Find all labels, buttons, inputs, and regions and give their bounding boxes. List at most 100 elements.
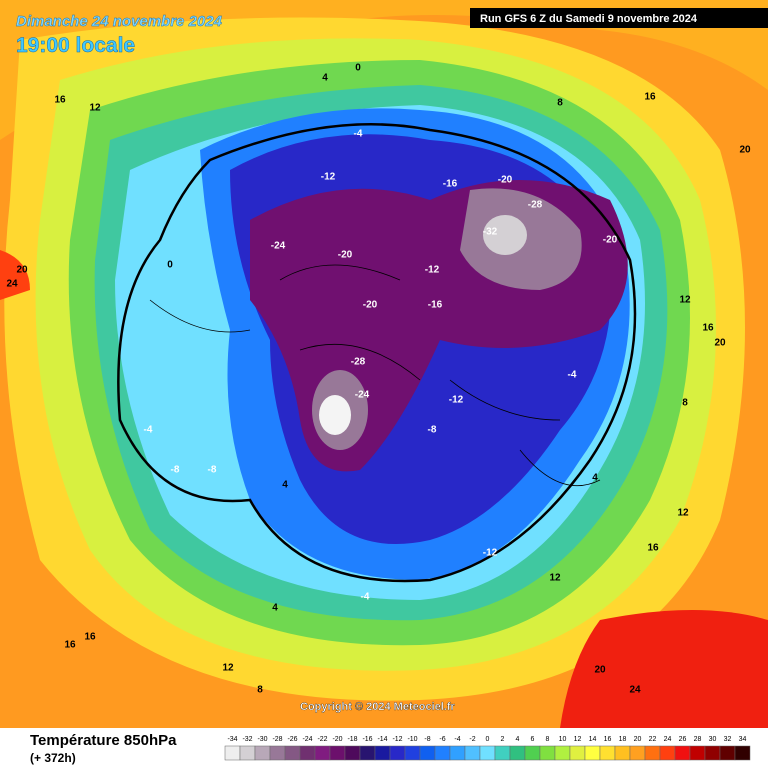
scale-label: -2 xyxy=(469,736,475,743)
scale-swatch xyxy=(614,745,631,761)
scale-swatch xyxy=(449,745,466,761)
scale-label: -28 xyxy=(272,736,282,743)
scale-label: 18 xyxy=(619,736,627,743)
scale-swatch xyxy=(224,745,241,761)
scale-label: -6 xyxy=(439,736,445,743)
scale-swatch xyxy=(329,745,346,761)
map-label: -4 xyxy=(354,129,363,140)
scale-swatch xyxy=(689,745,706,761)
map-label: -8 xyxy=(171,465,180,476)
scale-swatch xyxy=(644,745,661,761)
copyright: Copyright © 2024 Meteociel.fr xyxy=(300,701,456,713)
map-label: 8 xyxy=(257,685,263,696)
scale-label: -22 xyxy=(317,736,327,743)
scale-label: -8 xyxy=(424,736,430,743)
coastline xyxy=(149,264,601,487)
map-label: 16 xyxy=(644,92,656,103)
scale-label: 6 xyxy=(531,736,535,743)
scale-label: -32 xyxy=(242,736,252,743)
scale-swatch xyxy=(479,745,496,761)
map-label: 12 xyxy=(549,573,561,584)
scale-label: -16 xyxy=(362,736,372,743)
date: Dimanche 24 novembre 2024 xyxy=(16,13,223,30)
scale-swatch xyxy=(359,745,376,761)
map-label: 20 xyxy=(594,665,606,676)
map-label: 12 xyxy=(222,663,234,674)
scale-label: 30 xyxy=(709,736,717,743)
scale-swatch xyxy=(419,745,436,761)
map-label: -32 xyxy=(483,227,498,238)
scale-label: 2 xyxy=(501,736,505,743)
map-label: 4 xyxy=(592,473,598,484)
map-label: -12 xyxy=(449,395,464,406)
scale-swatch xyxy=(539,745,556,761)
map-label: -20 xyxy=(603,235,618,246)
scale-swatch xyxy=(374,745,391,761)
time: 19:00 locale xyxy=(16,34,135,57)
map-label: -20 xyxy=(498,175,513,186)
map-label: 8 xyxy=(682,398,688,409)
map-label: 16 xyxy=(64,640,76,651)
footer-lead: (+ 372h) xyxy=(30,751,76,765)
scale-label: -30 xyxy=(257,736,267,743)
band xyxy=(319,395,351,435)
scale-swatch xyxy=(569,745,586,761)
map-label: 12 xyxy=(677,508,689,519)
map-label: 20 xyxy=(739,145,751,156)
map-label: -4 xyxy=(361,592,370,603)
map-label: -4 xyxy=(144,425,153,436)
run-box xyxy=(470,8,768,28)
scale-swatch xyxy=(239,745,256,761)
scale-label: 8 xyxy=(546,736,550,743)
map-label: 4 xyxy=(282,480,288,491)
map-label: 16 xyxy=(54,95,66,106)
scale-label: -4 xyxy=(454,736,460,743)
scale-label: 24 xyxy=(664,736,672,743)
map-label: 12 xyxy=(89,103,101,114)
scale-swatch xyxy=(629,745,646,761)
map-labels: 16 12 4 0 -4 -12 -20 -16 -28 -32 -20 -24… xyxy=(6,63,751,696)
scale-label: 26 xyxy=(679,736,687,743)
scale-label: 32 xyxy=(724,736,732,743)
band xyxy=(483,215,527,255)
map-label: 20 xyxy=(714,338,726,349)
map-label: 24 xyxy=(629,685,641,696)
scale-swatch xyxy=(254,745,271,761)
scale-swatch xyxy=(389,745,406,761)
map-label: 16 xyxy=(647,543,659,554)
map-label: 20 xyxy=(16,265,28,276)
scale-label: 14 xyxy=(589,736,597,743)
map-label: -20 xyxy=(363,300,378,311)
scale-label: 16 xyxy=(604,736,612,743)
scale-swatch xyxy=(284,745,301,761)
scale-swatch xyxy=(704,745,721,761)
scale-label: -20 xyxy=(332,736,342,743)
map-label: 4 xyxy=(322,73,328,84)
map-label: -12 xyxy=(321,172,336,183)
color-scale: -34 -32 -30 -28 -26 -24 -22 -20 -18 -16 -14 -12 -10-… xyxy=(224,736,751,761)
scale-swatch xyxy=(494,745,511,761)
scale-swatch xyxy=(734,745,751,761)
map-label: -28 xyxy=(351,357,366,368)
map-label: 16 xyxy=(702,323,714,334)
band xyxy=(560,610,768,728)
scale-swatch xyxy=(584,745,601,761)
map-label: 8 xyxy=(557,98,563,109)
scale-swatch xyxy=(674,745,691,761)
map-label: 0 xyxy=(167,260,173,271)
map-label: 16 xyxy=(84,632,96,643)
map-label: -24 xyxy=(271,241,286,252)
map-label: -8 xyxy=(208,465,217,476)
scale-label: -26 xyxy=(287,736,297,743)
scale-swatch xyxy=(314,745,331,761)
scale-swatch xyxy=(344,745,361,761)
map-label: 24 xyxy=(6,279,18,290)
scale-label: 20 xyxy=(634,736,642,743)
scale-label: -12 xyxy=(392,736,402,743)
scale-swatch xyxy=(269,745,286,761)
zero-isotherm xyxy=(117,123,637,583)
scale-label: -34 xyxy=(227,736,237,743)
scale-swatch xyxy=(524,745,541,761)
